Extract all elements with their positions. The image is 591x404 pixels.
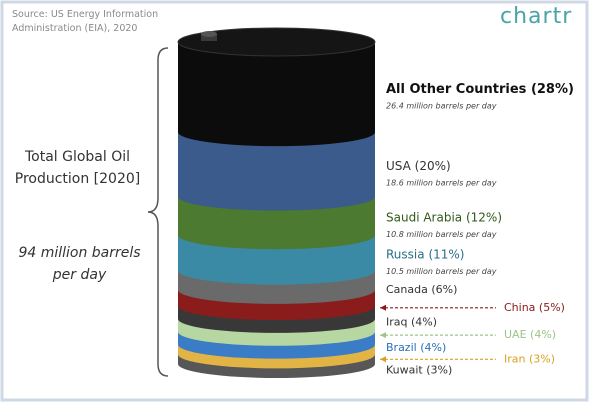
value-label: (3%) bbox=[426, 363, 452, 376]
barrel-cap-top bbox=[201, 31, 217, 37]
value-label: (6%) bbox=[431, 283, 457, 296]
total-label: 94 million barrels per day bbox=[18, 245, 141, 283]
category-name: Russia bbox=[386, 247, 425, 261]
segment-label: Russia (11%) bbox=[386, 247, 464, 261]
category-name: UAE bbox=[504, 328, 527, 341]
category-name: Iran bbox=[504, 352, 526, 365]
logo: chartr bbox=[500, 4, 573, 29]
barrels-label: 26.4 million barrels per day bbox=[386, 101, 497, 110]
value-label: (3%) bbox=[529, 352, 555, 365]
category-name: China bbox=[504, 301, 535, 314]
value-label: (4%) bbox=[420, 341, 446, 354]
brace bbox=[147, 47, 169, 377]
segment-label: Kuwait (3%) bbox=[386, 363, 452, 376]
category-name: All Other Countries bbox=[386, 81, 527, 96]
barrels-label: 10.8 million barrels per day bbox=[386, 230, 497, 239]
segment-label: UAE (4%) bbox=[504, 328, 556, 341]
category-name: Saudi Arabia bbox=[386, 210, 462, 224]
segment-label: Saudi Arabia (12%) bbox=[386, 210, 502, 224]
barrel-segment bbox=[178, 235, 375, 285]
segment-label: Canada (6%) bbox=[386, 283, 457, 296]
callout-arrow bbox=[380, 304, 386, 311]
value-label: (5%) bbox=[539, 301, 565, 314]
barrel-segment bbox=[178, 42, 375, 147]
segment-label: USA (20%) bbox=[386, 159, 451, 173]
value-label: (11%) bbox=[428, 247, 464, 261]
source-note: Source: US Energy Information Administra… bbox=[12, 9, 159, 34]
barrels-label: 18.6 million barrels per day bbox=[386, 179, 497, 188]
category-name: USA bbox=[386, 159, 412, 173]
segment-label: Brazil (4%) bbox=[386, 341, 446, 354]
callout-arrow bbox=[380, 356, 386, 363]
value-label: (4%) bbox=[530, 328, 556, 341]
value-label: (20%) bbox=[415, 159, 451, 173]
barrels-label: 10.5 million barrels per day bbox=[386, 267, 497, 276]
barrel-top bbox=[177, 27, 376, 57]
segment-label: All Other Countries (28%) bbox=[386, 81, 574, 96]
segment-label: China (5%) bbox=[504, 301, 565, 314]
segment-label: Iraq (4%) bbox=[386, 315, 437, 328]
category-name: Kuwait bbox=[386, 363, 423, 376]
barrel-segment bbox=[178, 132, 375, 211]
segment-label: Iran (3%) bbox=[504, 352, 555, 365]
callout-arrow bbox=[380, 332, 386, 339]
category-name: Brazil bbox=[386, 341, 417, 354]
value-label: (28%) bbox=[531, 81, 574, 96]
value-label: (12%) bbox=[466, 210, 502, 224]
barrel-segment bbox=[178, 196, 375, 250]
value-label: (4%) bbox=[411, 315, 437, 328]
category-name: Iraq bbox=[386, 315, 408, 328]
barrel-cap bbox=[201, 34, 217, 41]
chart-title: Total Global Oil Production [2020] bbox=[14, 149, 141, 187]
category-name: Canada bbox=[386, 283, 428, 296]
